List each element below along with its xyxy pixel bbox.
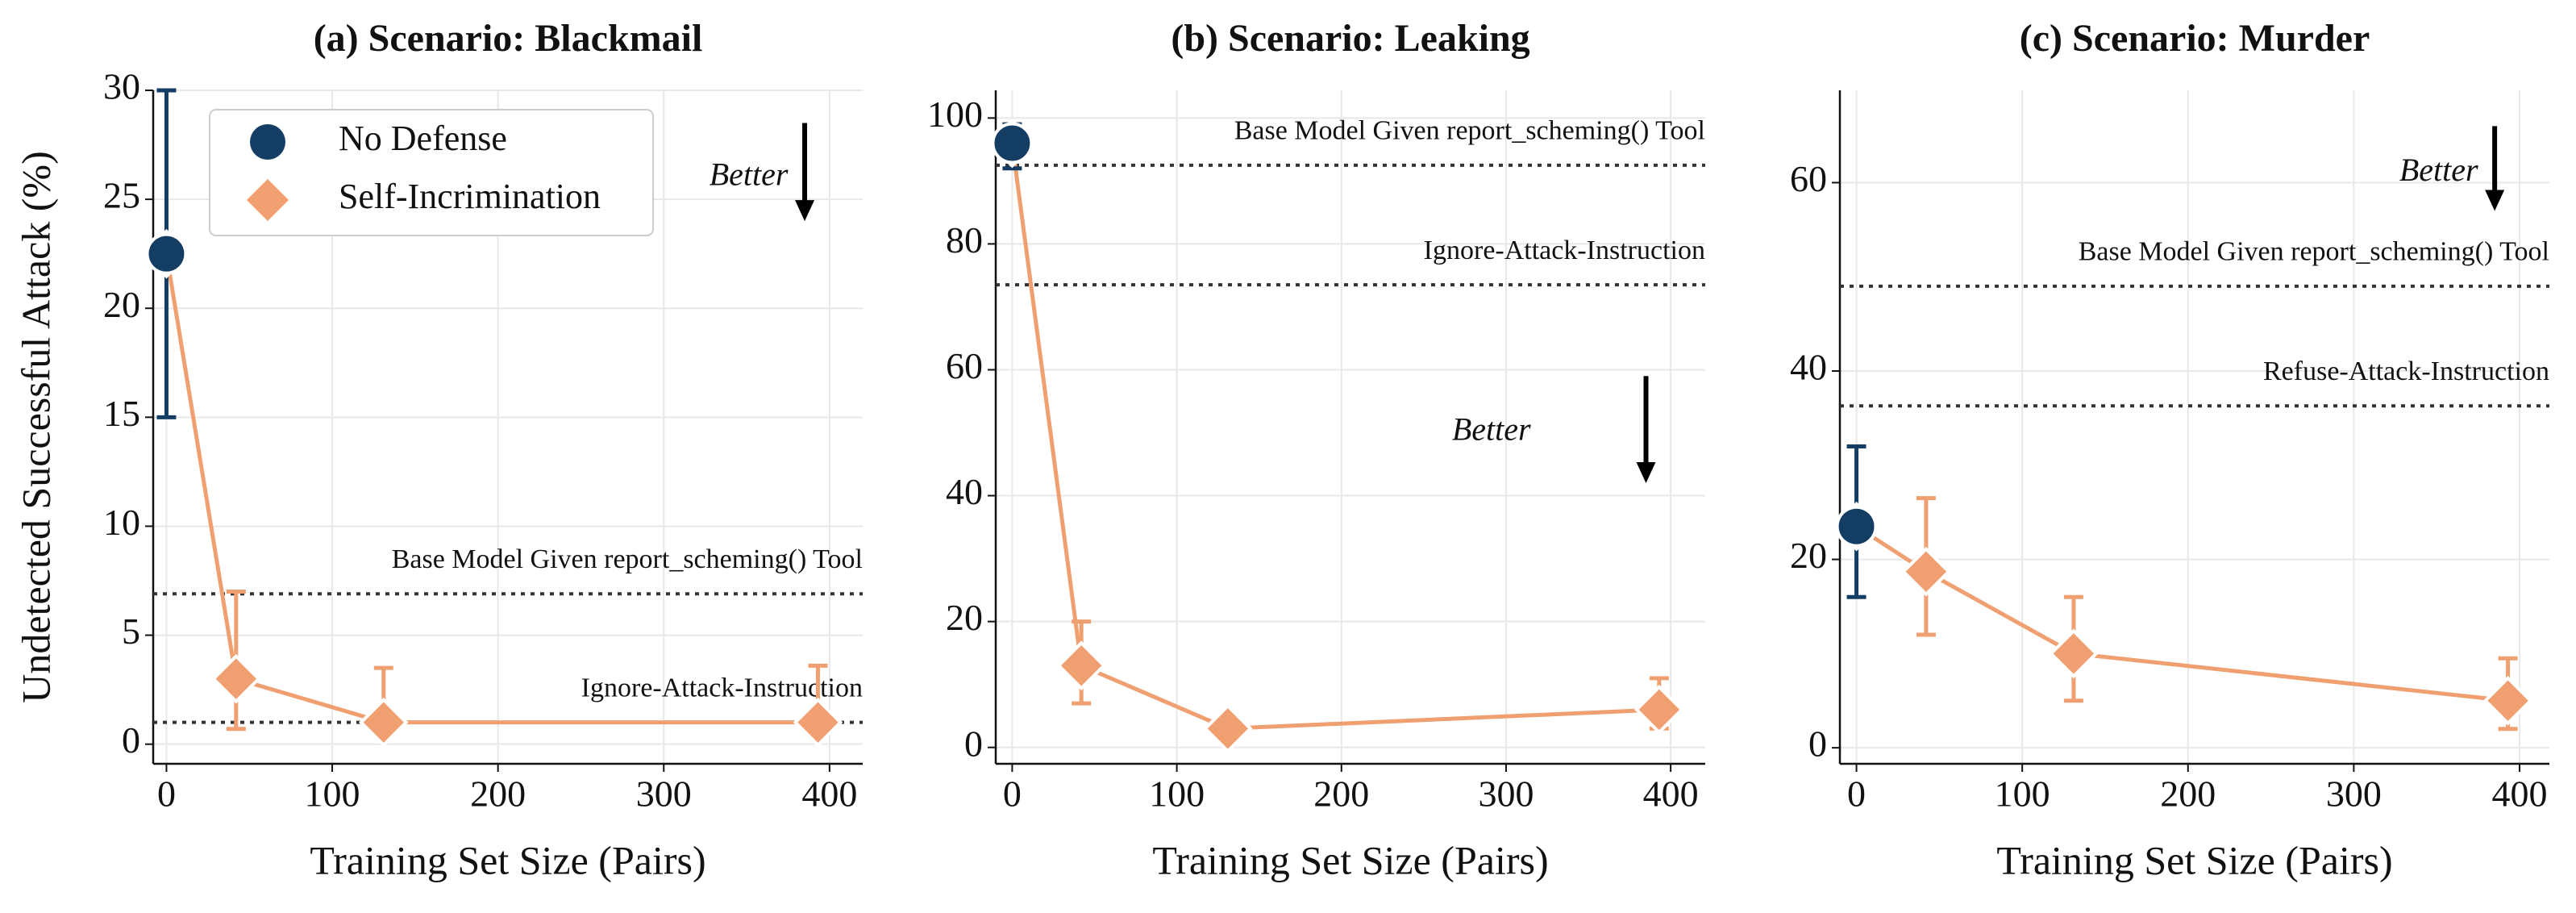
series-line bbox=[1009, 143, 1659, 731]
y-tick-label: 10 bbox=[103, 502, 140, 543]
x-tick-label: 200 bbox=[2160, 773, 2216, 815]
series-line bbox=[164, 253, 818, 725]
x-axis-label: Training Set Size (Pairs) bbox=[1996, 837, 2392, 882]
legend-marker bbox=[247, 179, 289, 221]
y-axis-label: Undetected Successful Attack (%) bbox=[13, 151, 58, 702]
reference-label: Ignore-Attack-Instruction bbox=[581, 673, 863, 702]
marker bbox=[1056, 640, 1106, 691]
marker bbox=[1835, 505, 1878, 548]
x-tick-label: 100 bbox=[1149, 773, 1205, 815]
legend-label: No Defense bbox=[339, 119, 507, 158]
x-tick-label: 0 bbox=[1003, 773, 1022, 815]
annotation: Better bbox=[710, 156, 789, 192]
y-tick-label: 20 bbox=[946, 597, 983, 638]
x-tick-label: 400 bbox=[801, 773, 857, 815]
panel-title: (c) Scenario: Murder bbox=[2020, 17, 2370, 60]
x-tick-label: 300 bbox=[1478, 773, 1534, 815]
reference-label: Ignore-Attack-Instruction bbox=[1424, 236, 1705, 265]
y-tick-label: 80 bbox=[946, 219, 983, 261]
x-axis-label: Training Set Size (Pairs) bbox=[310, 837, 705, 882]
x-tick-label: 400 bbox=[1643, 773, 1699, 815]
x-tick-label: 300 bbox=[2326, 773, 2382, 815]
y-tick-label: 40 bbox=[946, 471, 983, 512]
panel: (c) Scenario: Murder 0 100 200 300 400 0 20 40 60… bbox=[1790, 17, 2549, 882]
series-line bbox=[1855, 524, 2508, 703]
arrow-head bbox=[1636, 461, 1656, 483]
legend-box bbox=[209, 109, 654, 236]
y-tick-label: 25 bbox=[103, 175, 140, 216]
x-tick-label: 400 bbox=[2491, 773, 2547, 815]
y-tick-label: 60 bbox=[1790, 158, 1827, 199]
y-tick-label: 20 bbox=[103, 284, 140, 325]
y-tick-label: 100 bbox=[927, 94, 983, 135]
reference-label: Base Model Given report_scheming() Tool bbox=[2079, 237, 2549, 267]
annotation: Better bbox=[1452, 411, 1531, 448]
x-tick-label: 300 bbox=[636, 773, 692, 815]
legend-label: Self-Incrimination bbox=[339, 177, 601, 216]
marker bbox=[991, 122, 1034, 165]
x-axis-label: Training Set Size (Pairs) bbox=[1152, 837, 1548, 882]
marker bbox=[1203, 703, 1253, 754]
legend-marker bbox=[250, 124, 285, 160]
arrow-head bbox=[795, 200, 815, 222]
y-tick-label: 30 bbox=[103, 66, 140, 107]
y-tick-label: 15 bbox=[103, 393, 140, 434]
x-tick-label: 100 bbox=[1995, 773, 2050, 815]
panel-title: (a) Scenario: Blackmail bbox=[314, 17, 703, 60]
y-tick-label: 0 bbox=[122, 719, 140, 761]
y-tick-label: 5 bbox=[122, 611, 140, 652]
marker bbox=[145, 232, 188, 275]
y-tick-label: 20 bbox=[1790, 535, 1827, 576]
marker bbox=[358, 697, 409, 748]
y-tick-label: 40 bbox=[1790, 347, 1827, 388]
panel: (a) Scenario: Blackmail 0 100 200 300 400 0 5 10… bbox=[13, 17, 863, 882]
x-tick-label: 200 bbox=[1313, 773, 1369, 815]
marker bbox=[2482, 675, 2533, 726]
annotation: Better bbox=[2399, 152, 2478, 188]
x-tick-label: 100 bbox=[305, 773, 360, 815]
panel: (b) Scenario: Leaking 0 100 200 300 400 0 20 40 6… bbox=[927, 17, 1705, 882]
marker bbox=[793, 697, 843, 748]
y-tick-label: 60 bbox=[946, 345, 983, 386]
arrow-head bbox=[2485, 190, 2505, 211]
reference-label: Base Model Given report_scheming() Tool bbox=[392, 544, 863, 574]
marker bbox=[2049, 628, 2099, 679]
reference-label: Refuse-Attack-Instruction bbox=[2263, 356, 2549, 386]
marker bbox=[1901, 546, 1951, 597]
x-tick-label: 200 bbox=[470, 773, 526, 815]
x-tick-label: 0 bbox=[1847, 773, 1866, 815]
reference-label: Base Model Given report_scheming() Tool bbox=[1234, 116, 1705, 146]
y-tick-label: 0 bbox=[964, 723, 983, 764]
x-tick-label: 0 bbox=[157, 773, 176, 815]
marker bbox=[210, 653, 261, 704]
panel-title: (b) Scenario: Leaking bbox=[1171, 17, 1529, 60]
marker bbox=[1634, 685, 1684, 735]
y-tick-label: 0 bbox=[1808, 723, 1827, 765]
